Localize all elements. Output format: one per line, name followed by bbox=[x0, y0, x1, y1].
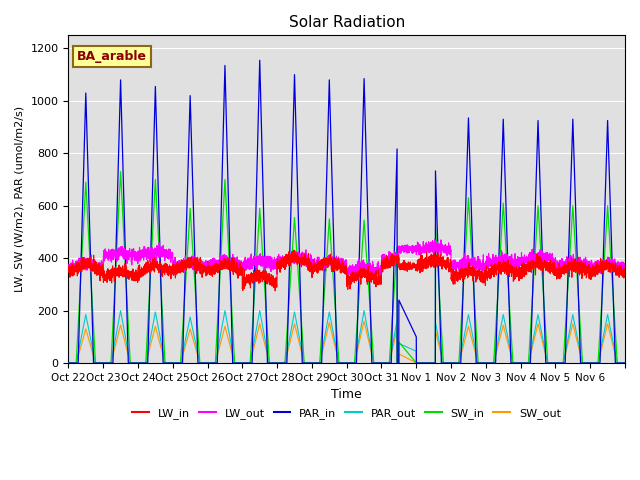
X-axis label: Time: Time bbox=[332, 388, 362, 401]
Y-axis label: LW, SW (W/m2), PAR (umol/m2/s): LW, SW (W/m2), PAR (umol/m2/s) bbox=[15, 106, 25, 292]
Legend: LW_in, LW_out, PAR_in, PAR_out, SW_in, SW_out: LW_in, LW_out, PAR_in, PAR_out, SW_in, S… bbox=[128, 403, 565, 423]
Title: Solar Radiation: Solar Radiation bbox=[289, 15, 405, 30]
Text: BA_arable: BA_arable bbox=[77, 50, 147, 63]
